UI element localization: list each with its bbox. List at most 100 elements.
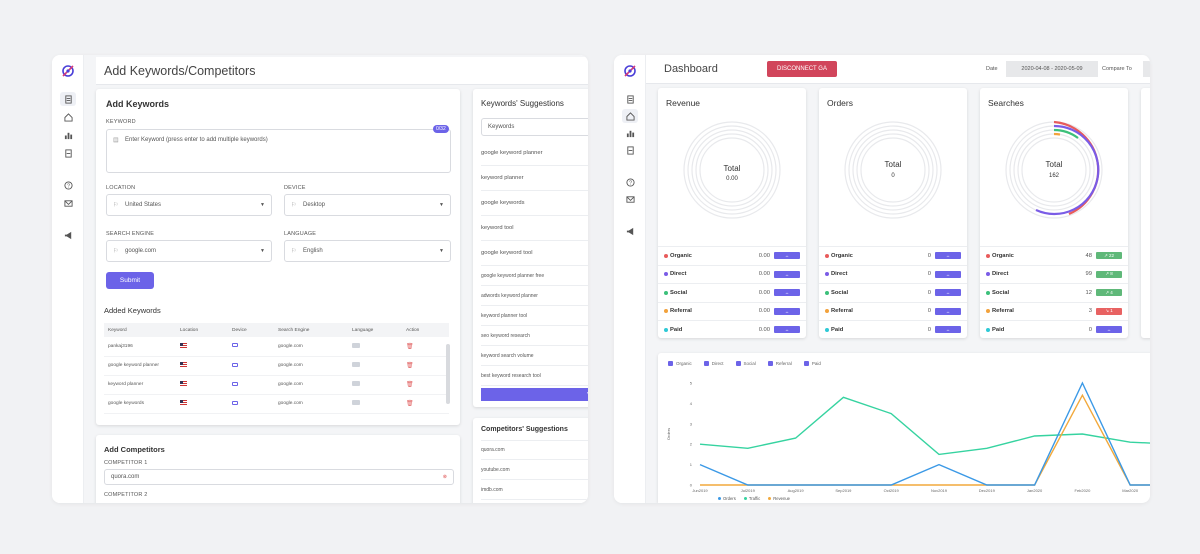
legend-organic[interactable]: Organic <box>668 361 692 366</box>
sidebar-home-icon[interactable] <box>60 110 76 124</box>
channel-name: Referral <box>670 308 692 315</box>
sidebar-megaphone-icon[interactable] <box>60 228 76 242</box>
delete-icon[interactable]: 🗑 <box>406 401 414 407</box>
suggestion-item[interactable]: adwords keyword planner <box>481 286 588 306</box>
sidebar-chart-icon[interactable] <box>60 128 76 142</box>
x-tick-label: Jun2019 <box>692 488 708 493</box>
flag-icon: ⚐ <box>113 202 119 209</box>
revenue-card: Revenue Total 0.00 Organic 0.00 ↔ Direct 0.… <box>658 88 806 338</box>
competitor1-label: COMPETITOR 1 <box>104 460 148 466</box>
view-button[interactable]: View <box>481 388 588 401</box>
sidebar-report-icon[interactable] <box>622 143 638 157</box>
competitor1-input[interactable]: quora.com ⊗ <box>104 469 454 485</box>
competitor-suggestion-item[interactable]: imdb.com <box>481 480 588 500</box>
delete-icon[interactable]: 🗑 <box>406 343 414 350</box>
suggestion-item[interactable]: google keyword planner free <box>481 266 588 286</box>
y-tick-label: 0 <box>690 483 693 488</box>
legend-referral[interactable]: Referral <box>767 361 792 366</box>
suggestion-item[interactable]: seo keyword research <box>481 326 588 346</box>
channel-name: Referral <box>831 308 853 315</box>
x-tick-label: Sep2019 <box>835 488 852 493</box>
suggestion-item[interactable]: keyword planner <box>481 166 588 191</box>
paid-dot-icon <box>664 327 668 332</box>
delete-icon[interactable]: 🗑 <box>406 363 414 369</box>
channel-row: Paid 0.00 ↔ <box>658 320 806 338</box>
app-logo-icon[interactable] <box>622 63 638 79</box>
channel-name: Social <box>831 289 849 296</box>
searches-total-value: 162 <box>1048 173 1059 179</box>
channel-row: Paid 0 ↔ <box>819 320 967 338</box>
suggestion-item[interactable]: best keyword research tool <box>481 366 588 386</box>
sidebar-document-icon[interactable] <box>60 92 76 106</box>
sidebar-report-icon[interactable] <box>60 146 76 160</box>
competitor-suggestion-item[interactable]: quora.com <box>481 440 588 460</box>
traffic-series-line <box>699 396 1150 456</box>
app-logo-icon[interactable] <box>60 63 76 79</box>
keywords-filter-input[interactable]: Keywords <box>481 118 588 136</box>
device-select[interactable]: ⚐ Desktop ▼ <box>284 194 451 216</box>
keyword-textarea[interactable]: ▤ Enter Keyword (press enter to add mult… <box>106 129 451 173</box>
table-row: keyword planner google.com 🗑 <box>104 375 449 395</box>
x-tick-label: Mar2020 <box>1122 488 1139 493</box>
compare-to-label: Compare To <box>1102 66 1132 72</box>
sidebar-help-icon[interactable]: ? <box>60 178 76 192</box>
table-row: google keyword planner google.com 🗑 <box>104 356 449 376</box>
chevron-down-icon: ▼ <box>260 202 265 208</box>
column-header-location: Location <box>176 323 228 337</box>
language-select[interactable]: ⚐ English ▼ <box>284 240 451 262</box>
suggestion-item[interactable]: keyword planner tool <box>481 306 588 326</box>
compare-to-input[interactable] <box>1143 61 1150 77</box>
language-value: English <box>303 248 323 254</box>
sidebar-home-icon[interactable] <box>622 109 638 123</box>
sidebar-document-icon[interactable] <box>622 92 638 106</box>
suggestion-item[interactable]: google keywords <box>481 191 588 216</box>
channel-value: 0.00 <box>758 289 770 296</box>
channel-name: Organic <box>670 252 692 259</box>
legend-traffic[interactable]: Traffic <box>743 496 760 501</box>
submit-button[interactable]: Submit <box>106 272 154 289</box>
suggestion-item[interactable]: google keyword tool <box>481 241 588 266</box>
orders-card: Orders Total 0 Organic 0 ↔ Direct 0 ↔ Social… <box>819 88 967 338</box>
sidebar-mail-icon[interactable] <box>622 192 638 206</box>
suggestion-item[interactable]: keyword tool <box>481 216 588 241</box>
sidebar-megaphone-icon[interactable] <box>622 224 638 238</box>
keyword-suggestions-title: Keywords' Suggestions <box>481 99 564 108</box>
competitor-suggestion-item[interactable]: youtube.com <box>481 460 588 480</box>
us-flag-icon <box>180 381 187 386</box>
page-title: Add Keywords/Competitors <box>96 57 588 85</box>
sidebar-chart-icon[interactable] <box>622 126 638 140</box>
suggestion-item[interactable]: google keyword planner <box>481 141 588 166</box>
channel-row: Referral 3 ↘ 1 <box>980 301 1128 321</box>
legend-social[interactable]: Social <box>735 361 756 366</box>
channel-row: Social 0.00 ↔ <box>658 283 806 302</box>
legend-paid[interactable]: Paid <box>803 361 821 366</box>
sidebar-help-icon[interactable]: ? <box>622 175 638 189</box>
legend-orders[interactable]: Orders <box>718 496 736 501</box>
social-dot-icon <box>986 290 990 295</box>
add-keywords-card: Add Keywords KEYWORD ▤ Enter Keyword (pr… <box>96 89 460 425</box>
search-engine-label: SEARCH ENGINE <box>106 231 155 237</box>
us-flag-icon <box>180 400 187 405</box>
orders-ring-chart <box>844 121 942 219</box>
referral-dot-icon <box>664 309 668 314</box>
sidebar: ? <box>614 55 646 503</box>
search-engine-select[interactable]: ⚐ google.com ▼ <box>106 240 272 262</box>
legend-revenue[interactable]: Revenue <box>768 496 790 501</box>
date-range-input[interactable]: 2020-04-08 - 2020-05-09 <box>1006 61 1098 77</box>
social-dot-icon <box>825 290 829 295</box>
table-scrollbar[interactable] <box>446 344 450 404</box>
engine-cell: google.com <box>274 394 348 414</box>
keyword-cell: google keywords <box>104 394 176 414</box>
location-select[interactable]: ⚐ United States ▼ <box>106 194 272 216</box>
delete-icon[interactable]: 🗑 <box>406 382 414 388</box>
legend-direct[interactable]: Direct <box>703 361 724 366</box>
language-label: LANGUAGE <box>284 231 317 237</box>
channel-value: 0 <box>927 308 931 315</box>
disconnect-ga-button[interactable]: DISCONNECT GA <box>767 61 837 77</box>
checkbox-icon <box>803 361 809 366</box>
engine-cell: google.com <box>274 356 348 376</box>
column-header-action: Action <box>402 323 449 337</box>
clear-icon[interactable]: ⊗ <box>442 474 447 480</box>
suggestion-item[interactable]: keyword search volume <box>481 346 588 366</box>
sidebar-mail-icon[interactable] <box>60 196 76 210</box>
